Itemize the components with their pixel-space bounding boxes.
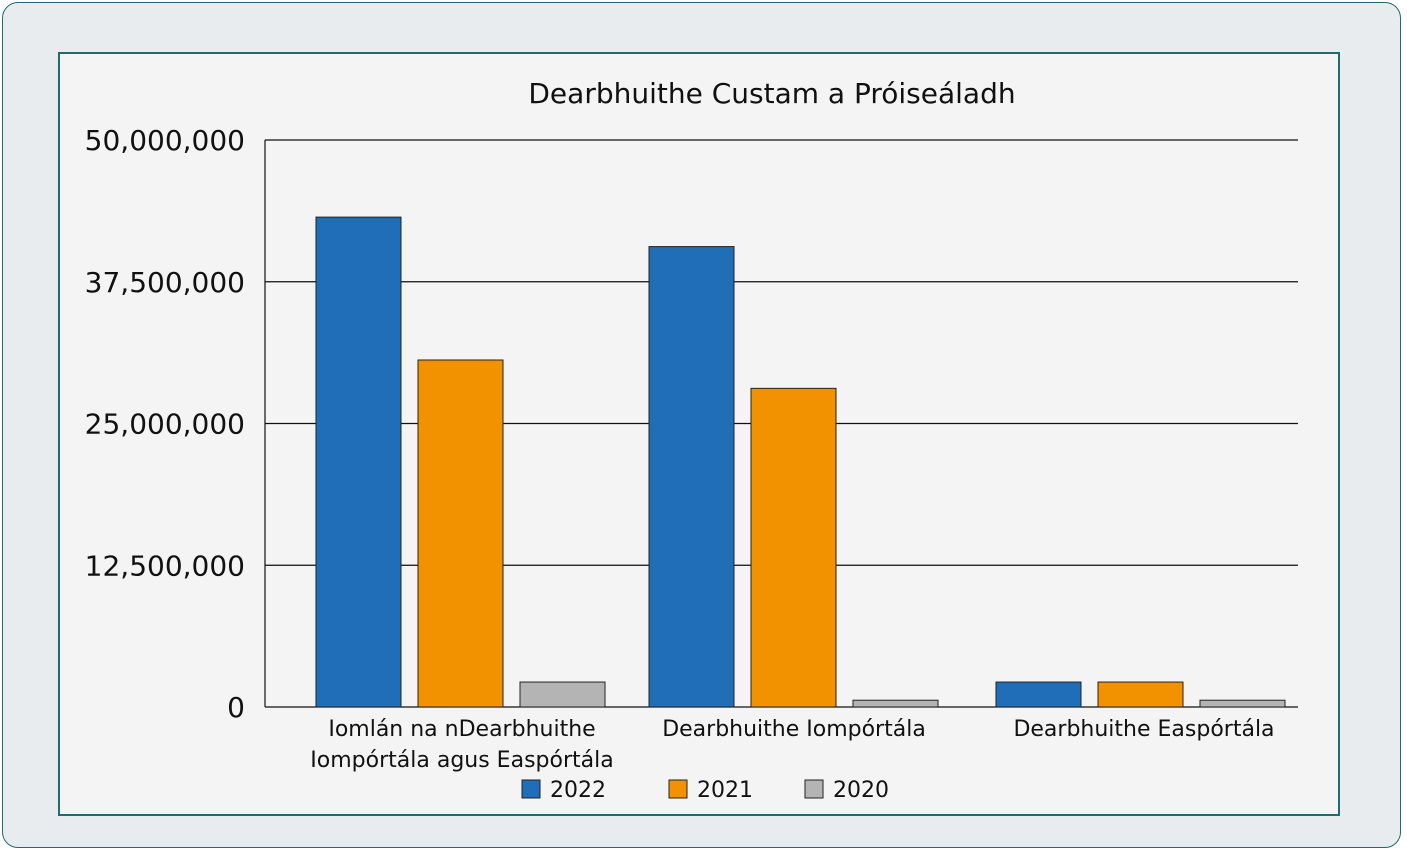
category-label: Iomlán na nDearbhuithe Iompórtála agus Ea… (310, 717, 613, 773)
legend-swatch-2020 (804, 779, 824, 799)
y-tick-label: 25,000,000 (85, 408, 245, 441)
y-tick-labels: 0 12,500,000 25,000,000 37,500,000 50,000,00… (85, 124, 245, 724)
bar-2021 (417, 359, 504, 708)
y-tick-label: 50,000,000 (85, 124, 245, 157)
bar-2020 (852, 699, 939, 708)
legend-swatch-2022 (521, 779, 541, 799)
legend-label-2020: 2020 (833, 778, 889, 803)
category-label: Dearbhuithe Iompórtála (662, 717, 926, 742)
chart-title: Dearbhuithe Custam a Próiseáladh (528, 77, 1015, 110)
bar-2020 (1199, 699, 1286, 708)
legend-swatch-2021 (668, 779, 688, 799)
bars (315, 216, 1286, 708)
bar-2022 (648, 246, 735, 708)
category-labels: Iomlán na nDearbhuithe Iompórtála agus Ea… (310, 717, 1274, 773)
bar-2021 (750, 387, 837, 708)
y-tick-label: 37,500,000 (85, 266, 245, 299)
legend: 2022 2021 2020 (521, 778, 889, 803)
category-label: Dearbhuithe Easpórtála (1013, 717, 1274, 742)
bar-2021 (1097, 681, 1184, 708)
bar-2022 (995, 681, 1082, 708)
bar-2022 (315, 216, 402, 708)
legend-label-2022: 2022 (550, 778, 606, 803)
bar-2020 (519, 681, 606, 708)
y-tick-label: 12,500,000 (85, 549, 245, 582)
y-tick-label: 0 (227, 691, 245, 724)
legend-label-2021: 2021 (697, 778, 753, 803)
